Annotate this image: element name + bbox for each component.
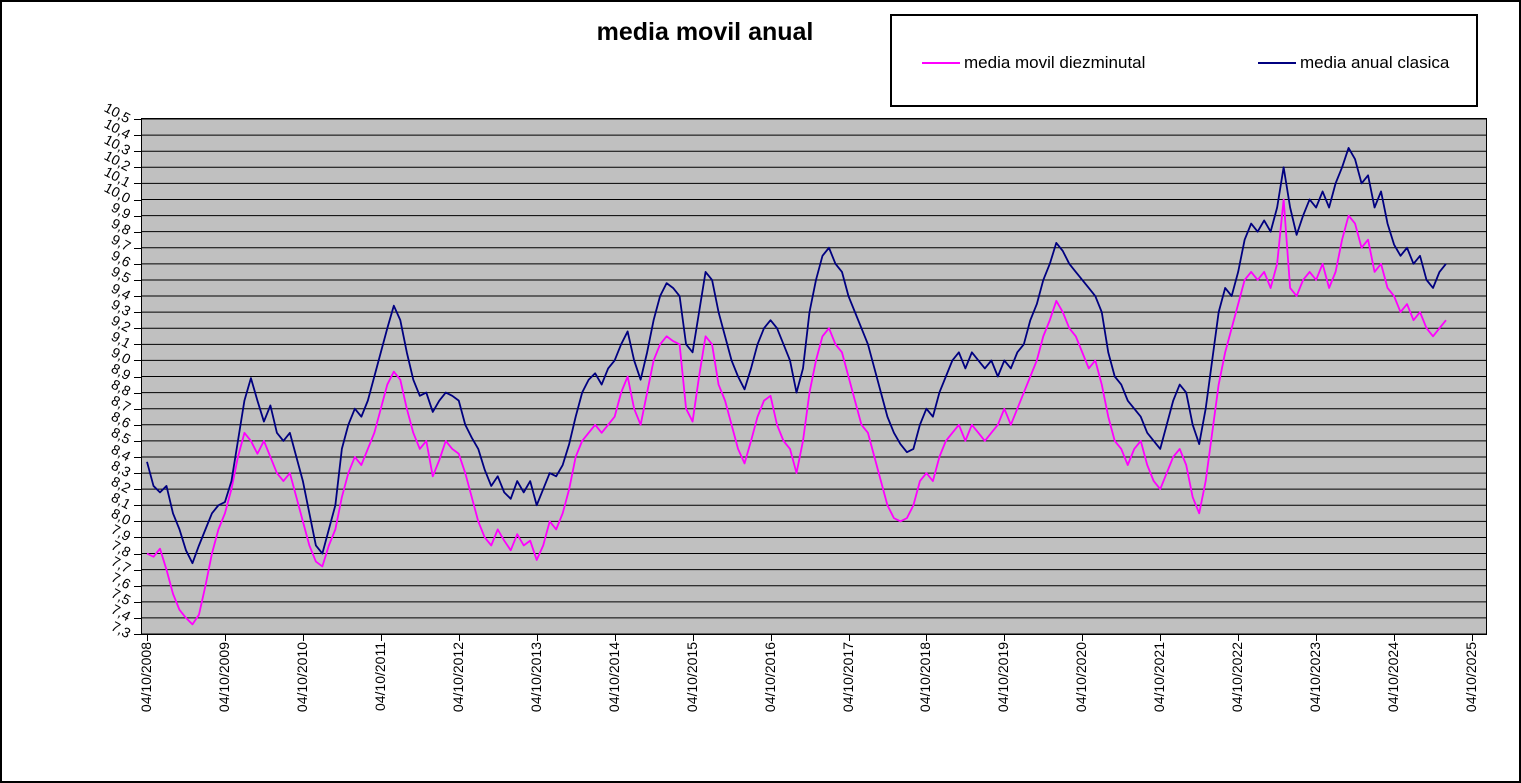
series-line-clasica: [146, 147, 1447, 565]
y-axis-tick: [134, 537, 142, 539]
y-axis-tick: [134, 424, 142, 426]
x-axis-label: 04/10/2019: [995, 642, 1012, 713]
x-axis-label: 04/10/2014: [605, 642, 622, 713]
x-axis-tick: [380, 635, 382, 641]
y-axis-tick: [134, 344, 142, 346]
y-axis-tick: [134, 601, 142, 603]
y-axis-tick: [134, 521, 142, 523]
x-axis-label: 04/10/2017: [839, 642, 856, 713]
x-axis-tick: [1160, 635, 1162, 641]
y-axis-tick: [134, 505, 142, 507]
y-axis-tick: [134, 440, 142, 442]
x-axis-label: 04/10/2011: [371, 642, 388, 712]
y-axis-tick: [134, 457, 142, 458]
x-axis-label: 04/10/2012: [449, 642, 466, 713]
x-axis-tick: [147, 635, 148, 641]
x-axis-label: 04/10/2021: [1151, 642, 1168, 713]
x-axis-label: 04/10/2018: [917, 642, 934, 713]
y-axis-tick: [134, 376, 142, 378]
x-axis-label: 04/10/2022: [1229, 642, 1246, 713]
x-axis-tick: [770, 635, 772, 641]
x-axis-label: 04/10/2008: [138, 642, 154, 713]
x-axis-tick: [1472, 635, 1473, 641]
legend-label-diezminutal: media movil diezminutal: [964, 52, 1146, 72]
y-axis-tick: [134, 215, 142, 217]
x-axis-tick: [1394, 635, 1395, 641]
plot-area: [141, 118, 1487, 635]
x-axis-tick: [458, 635, 460, 641]
y-axis-tick: [134, 585, 142, 587]
x-axis-tick: [302, 635, 304, 641]
magenta-line-swatch: [922, 61, 960, 64]
y-axis-tick: [134, 634, 142, 635]
navy-line-swatch: [1258, 61, 1296, 64]
y-axis-tick: [134, 392, 142, 394]
x-axis-label: 04/10/2015: [683, 642, 700, 713]
x-axis-tick: [926, 635, 928, 641]
x-axis-label: 04/10/2016: [761, 642, 778, 713]
y-axis-tick: [134, 231, 142, 233]
y-axis-tick: [134, 553, 142, 555]
x-axis-tick: [224, 635, 226, 641]
y-axis-tick: [134, 569, 142, 571]
y-axis-tick: [134, 151, 142, 153]
x-axis-tick: [536, 635, 538, 641]
series-line-diezminutal: [146, 198, 1447, 626]
x-axis-label: 04/10/2025: [1463, 642, 1479, 713]
x-axis-label: 04/10/2009: [215, 642, 232, 713]
y-axis-tick: [134, 279, 142, 281]
legend-item-clasica[interactable]: media anual clasica: [1258, 16, 1449, 109]
legend-item-diezminutal[interactable]: media movil diezminutal: [922, 16, 1145, 109]
y-axis-tick: [134, 296, 142, 297]
y-axis-tick: [134, 408, 142, 410]
y-axis-tick: [134, 199, 142, 201]
chart-title: media movil anual: [596, 18, 814, 46]
x-axis-tick: [1004, 635, 1006, 641]
legend-label-clasica: media anual clasica: [1300, 52, 1450, 72]
y-axis-tick: [134, 328, 142, 330]
y-axis-tick: [134, 183, 142, 185]
legend: media movil diezminutal media anual clas…: [890, 14, 1478, 107]
x-axis-label: 04/10/2010: [293, 642, 310, 713]
x-axis-tick: [848, 635, 850, 641]
y-axis-tick: [134, 360, 142, 362]
y-axis-tick: [134, 247, 142, 249]
x-axis-tick: [1082, 635, 1084, 641]
x-axis-tick: [614, 635, 616, 641]
x-axis-label: 04/10/2023: [1307, 642, 1324, 713]
y-axis-tick: [134, 617, 142, 619]
x-axis-tick: [1238, 635, 1240, 641]
y-axis-tick: [134, 312, 142, 314]
x-axis-label: 04/10/2013: [527, 642, 544, 713]
x-axis-tick: [692, 635, 694, 641]
y-axis-tick: [134, 473, 142, 475]
x-axis-tick: [1316, 635, 1318, 641]
x-axis-label: 04/10/2020: [1073, 642, 1090, 713]
y-axis-tick: [134, 135, 142, 137]
y-axis-tick: [134, 167, 142, 169]
y-axis-tick: [134, 489, 142, 491]
y-axis-tick: [134, 119, 142, 120]
x-axis-label: 04/10/2024: [1385, 642, 1401, 713]
y-axis-tick: [134, 263, 142, 265]
